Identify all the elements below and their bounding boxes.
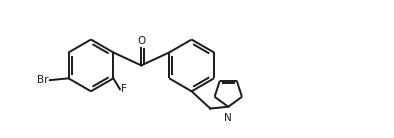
Text: O: O <box>137 36 145 46</box>
Text: Br: Br <box>37 75 49 85</box>
Text: N: N <box>224 113 231 123</box>
Text: F: F <box>121 84 127 94</box>
